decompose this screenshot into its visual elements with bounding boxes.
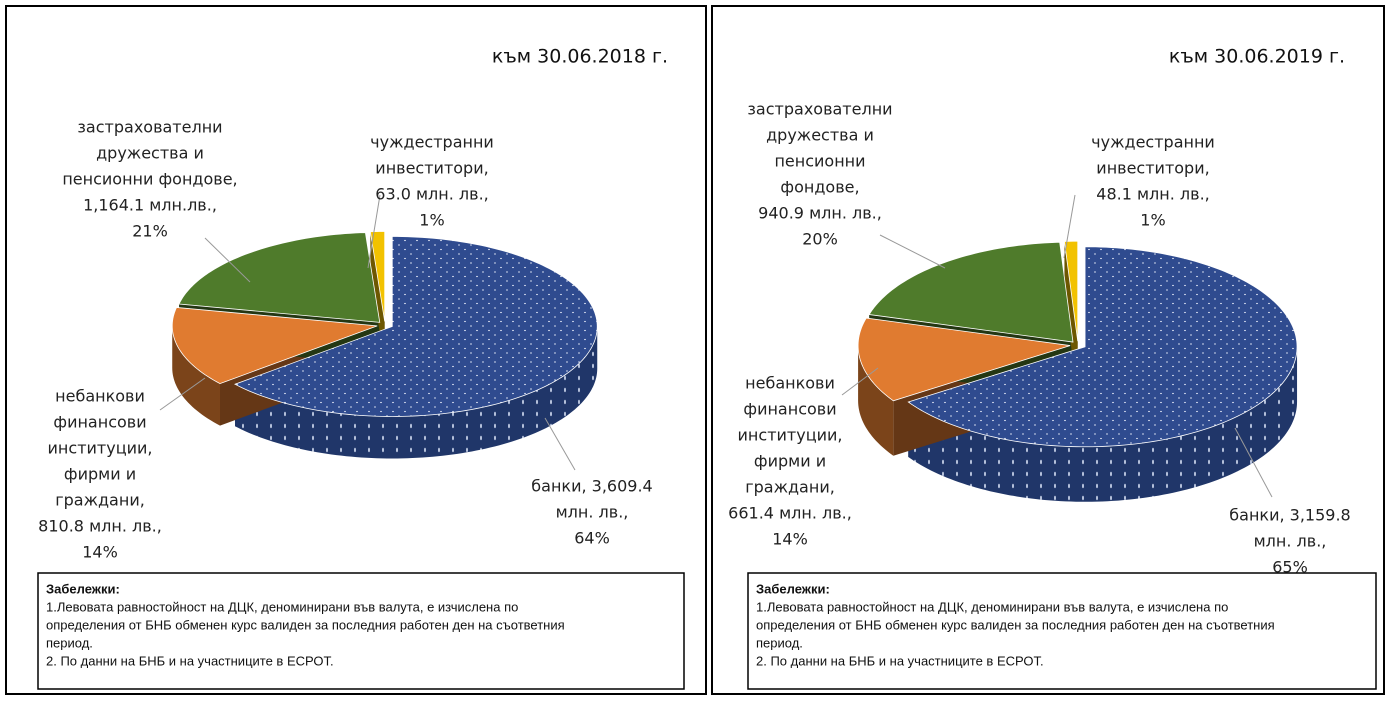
data-label: граждани, xyxy=(745,478,835,497)
panel-border xyxy=(5,5,707,695)
data-label: банки, 3,609.4 xyxy=(531,477,652,496)
leader-line xyxy=(1063,194,1076,259)
data-label: застрахователни xyxy=(747,100,892,119)
data-label: млн. лв., xyxy=(556,503,629,522)
data-label: инвеститори, xyxy=(375,159,488,178)
data-label: дружества и xyxy=(766,126,874,145)
slice xyxy=(171,307,378,385)
notes-box xyxy=(747,572,1377,690)
leader-line xyxy=(367,194,381,269)
data-label: инвеститори, xyxy=(1096,159,1209,178)
data-label: банки, 3,159.8 xyxy=(1229,506,1350,525)
chart-title: към 30.06.2018 г. xyxy=(492,46,668,68)
notes-title: Забележки: xyxy=(46,581,120,596)
data-label: 64% xyxy=(574,529,610,548)
panel-border xyxy=(711,5,1385,695)
notes-line: 1.Левовата равностойност на ДЦК, деномин… xyxy=(46,599,518,614)
data-label: 1% xyxy=(1140,211,1165,230)
data-label: 1% xyxy=(419,211,444,230)
data-label: 810.8 млн. лв., xyxy=(38,517,162,536)
slice xyxy=(1063,240,1079,342)
data-label: 14% xyxy=(82,543,118,562)
slice-side xyxy=(908,346,1298,502)
notes-line: 1.Левовата равностойност на ДЦК, деномин… xyxy=(756,599,1228,614)
data-label: финансови xyxy=(53,413,146,432)
slice xyxy=(857,317,1071,402)
data-label: млн. лв., xyxy=(1254,532,1327,551)
data-label: чуждестранни xyxy=(1091,133,1215,152)
slice xyxy=(178,232,381,323)
data-label: 65% xyxy=(1272,558,1308,577)
leader-line xyxy=(1234,427,1273,498)
notes-title: Забележки: xyxy=(756,581,830,596)
data-label: 1,164.1 млн.лв., xyxy=(83,196,217,215)
notes-line: определения от БНБ обменен курс валиден … xyxy=(46,617,565,632)
notes-line: период. xyxy=(46,635,93,650)
data-label: застрахователни xyxy=(77,118,222,137)
data-label: институции, xyxy=(738,426,843,445)
slice xyxy=(369,231,386,322)
data-label: 63.0 млн. лв., xyxy=(375,185,488,204)
data-label: чуждестранни xyxy=(370,133,494,152)
slice-side xyxy=(172,325,220,426)
data-label: 48.1 млн. лв., xyxy=(1096,185,1209,204)
slice xyxy=(234,236,598,417)
chart-title: към 30.06.2019 г. xyxy=(1169,46,1345,68)
notes-line: определения от БНБ обменен курс валиден … xyxy=(756,617,1275,632)
slice xyxy=(907,246,1298,448)
data-label: институции, xyxy=(48,439,153,458)
data-label: фирми и xyxy=(64,465,136,484)
notes-line: 2. По данни на БНБ и на участниците в ЕС… xyxy=(756,653,1044,668)
data-label: 20% xyxy=(802,230,838,249)
data-label: 940.9 млн. лв., xyxy=(758,204,882,223)
slice-side xyxy=(858,345,894,456)
data-label: фондове, xyxy=(780,178,859,197)
leader-line xyxy=(879,234,946,269)
data-label: 14% xyxy=(772,530,808,549)
leader-line xyxy=(159,377,206,411)
data-label: финансови xyxy=(743,400,836,419)
notes-box xyxy=(37,572,685,690)
data-label: дружества и xyxy=(96,144,204,163)
leader-line xyxy=(204,237,251,283)
data-label: небанкови xyxy=(55,387,145,406)
notes-line: 2. По данни на БНБ и на участниците в ЕС… xyxy=(46,653,334,668)
data-label: 21% xyxy=(132,222,168,241)
slice xyxy=(868,241,1074,343)
data-label: пенсионни xyxy=(774,152,865,171)
slice-side xyxy=(235,326,598,459)
leader-line xyxy=(544,417,576,471)
data-label: 661.4 млн. лв., xyxy=(728,504,852,523)
notes-line: период. xyxy=(756,635,803,650)
leader-line xyxy=(841,367,879,396)
data-label: небанкови xyxy=(745,374,835,393)
data-label: пенсионни фондове, xyxy=(62,170,237,189)
data-label: фирми и xyxy=(754,452,826,471)
data-label: граждани, xyxy=(55,491,145,510)
